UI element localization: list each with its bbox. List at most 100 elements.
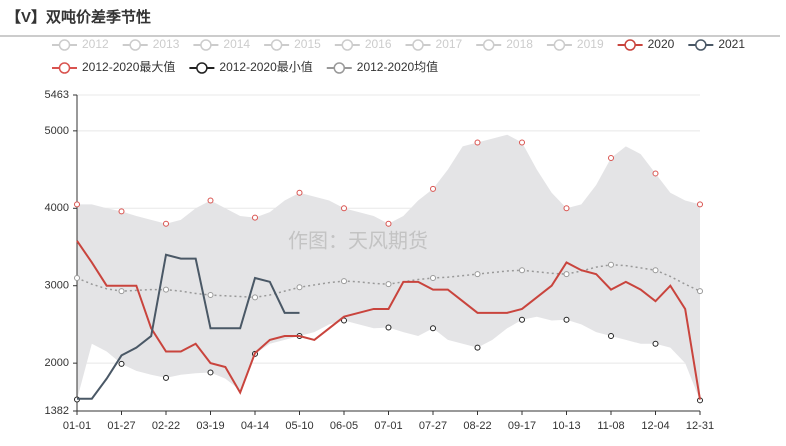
legend-icon bbox=[624, 39, 636, 51]
point bbox=[118, 360, 125, 367]
point bbox=[207, 292, 214, 299]
legend-label: 2019 bbox=[577, 37, 604, 51]
legend-item: 2019 bbox=[546, 37, 604, 51]
legend-icon bbox=[196, 62, 208, 74]
legend-item: 2018 bbox=[476, 37, 533, 51]
point bbox=[118, 288, 125, 295]
x-tick-label: 05-10 bbox=[285, 420, 313, 432]
legend-label: 2014 bbox=[223, 37, 250, 51]
point bbox=[519, 316, 525, 323]
y-tick-label: 5000 bbox=[45, 125, 69, 137]
x-tick-label: 06-05 bbox=[330, 420, 358, 432]
point bbox=[385, 281, 392, 288]
point bbox=[563, 205, 570, 212]
x-tick-label: 07-27 bbox=[419, 420, 447, 432]
x-tick-label: 03-19 bbox=[196, 420, 224, 432]
point bbox=[697, 201, 703, 208]
point bbox=[341, 278, 347, 285]
point bbox=[74, 201, 80, 208]
legend-item: 2020 bbox=[617, 37, 675, 51]
point bbox=[207, 197, 214, 204]
legend-icon bbox=[58, 39, 71, 51]
y-tick-label: 2000 bbox=[45, 357, 69, 369]
point bbox=[341, 317, 347, 324]
legend-icon bbox=[412, 39, 424, 51]
legend-label: 2012-2020最大值 bbox=[82, 59, 175, 74]
legend-item: 2021 bbox=[688, 37, 745, 51]
legend-item: 2012-2020最大值 bbox=[52, 59, 175, 74]
point bbox=[163, 220, 169, 227]
point bbox=[608, 333, 614, 340]
point bbox=[207, 369, 214, 376]
point bbox=[252, 214, 258, 221]
point bbox=[519, 139, 525, 146]
watermark: 作图：天风期货 bbox=[288, 229, 428, 252]
x-tick-label: 04-14 bbox=[241, 420, 269, 432]
legend-label: 2020 bbox=[648, 37, 675, 51]
x-tick-label: 01-01 bbox=[63, 420, 91, 432]
legend-item: 2017 bbox=[405, 37, 463, 51]
legend-icon bbox=[553, 39, 566, 51]
point bbox=[74, 274, 80, 281]
x-tick-label: 09-17 bbox=[508, 420, 536, 432]
legend-icon bbox=[341, 39, 354, 51]
point bbox=[385, 324, 392, 331]
point bbox=[608, 261, 614, 268]
point bbox=[430, 325, 436, 332]
legend-icon bbox=[333, 62, 346, 74]
point bbox=[474, 344, 481, 351]
series-line bbox=[76, 240, 701, 400]
y-tick-label: 4000 bbox=[45, 202, 69, 214]
legend-label: 2016 bbox=[365, 37, 392, 51]
point bbox=[296, 284, 303, 291]
point bbox=[652, 170, 659, 177]
x-tick-label: 11-08 bbox=[597, 420, 624, 432]
point bbox=[296, 189, 303, 196]
legend-label: 2013 bbox=[153, 37, 180, 51]
legend-icon bbox=[58, 62, 71, 74]
point bbox=[430, 274, 436, 281]
legend-item: 2016 bbox=[334, 37, 392, 51]
point bbox=[341, 205, 347, 212]
point bbox=[252, 294, 258, 301]
legend-label: 2017 bbox=[436, 37, 463, 51]
point bbox=[118, 208, 125, 215]
legend-item: 2012 bbox=[52, 37, 109, 51]
legend-item: 2013 bbox=[122, 37, 180, 51]
legend-icon bbox=[200, 39, 212, 51]
x-tick-label: 10-13 bbox=[552, 420, 580, 432]
point bbox=[163, 286, 169, 293]
legend-item: 2015 bbox=[264, 37, 321, 51]
x-tick-label: 12-31 bbox=[686, 420, 714, 432]
y-tick-label: 1382 bbox=[45, 405, 69, 417]
point bbox=[474, 139, 481, 146]
point bbox=[697, 288, 703, 295]
point bbox=[519, 267, 525, 274]
legend-label: 2012-2020最小值 bbox=[219, 59, 312, 74]
legend-label: 2018 bbox=[506, 37, 533, 51]
y-tick-label: 3000 bbox=[45, 280, 69, 292]
legend-label: 2012-2020均值 bbox=[357, 59, 438, 74]
point bbox=[563, 271, 570, 278]
legend-label: 2012 bbox=[82, 37, 109, 51]
point bbox=[385, 220, 392, 227]
legend-label: 2015 bbox=[294, 37, 321, 51]
x-tick-label: 12-04 bbox=[641, 420, 669, 432]
point bbox=[608, 154, 614, 161]
legend-icon bbox=[129, 39, 141, 51]
point bbox=[163, 374, 169, 381]
legend-item: 2012-2020均值 bbox=[326, 59, 438, 74]
series-line bbox=[77, 253, 300, 400]
y-tick-label: 5463 bbox=[45, 89, 69, 101]
legend-item: 2014 bbox=[193, 37, 250, 51]
legend-icon bbox=[270, 39, 283, 51]
range-band bbox=[77, 134, 700, 401]
legend-icon bbox=[482, 39, 495, 51]
x-tick-label: 07-01 bbox=[374, 420, 402, 432]
point bbox=[652, 340, 659, 347]
point bbox=[474, 271, 481, 278]
x-tick-label: 02-22 bbox=[152, 420, 180, 432]
point bbox=[563, 316, 570, 323]
x-tick-label: 08-22 bbox=[463, 420, 491, 432]
